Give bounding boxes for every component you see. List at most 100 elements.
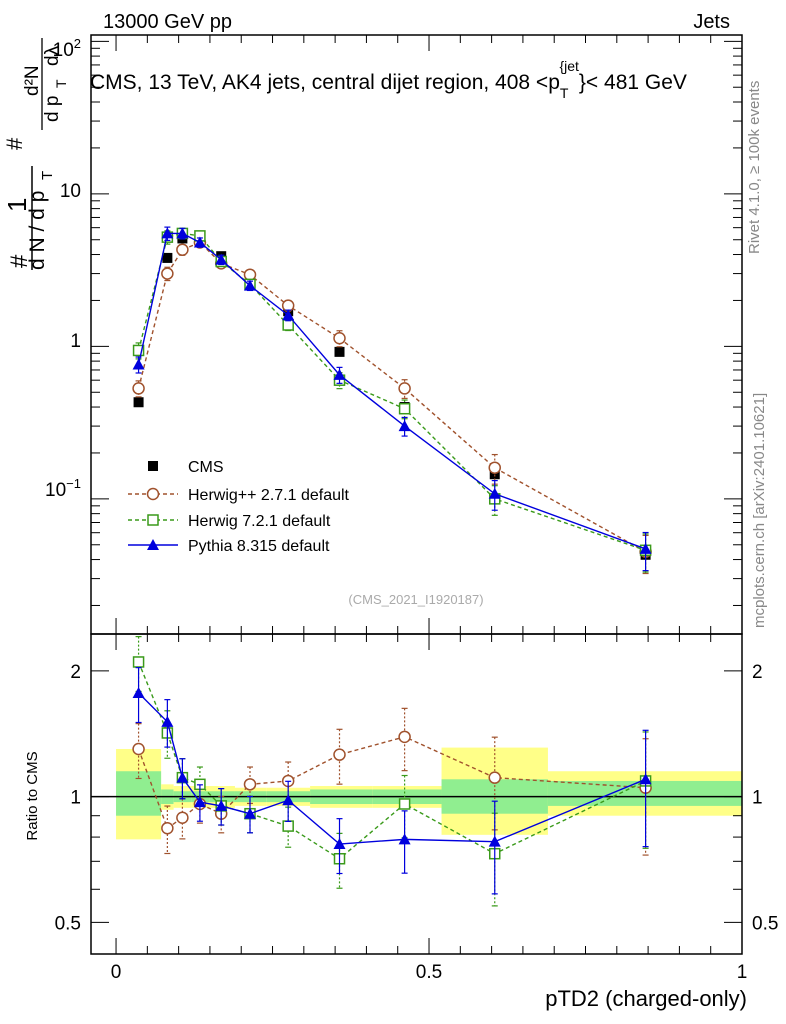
y-tick-label-0.1: 10−1 [45,476,81,501]
legend-item: Herwig++ 2.7.1 default [128,487,350,504]
ratio-plot-content [132,636,652,907]
ratio-point [282,820,294,832]
ratio-y-tick-label: 2 [70,662,81,683]
x-axis-label: pTD2 (charged-only) [545,986,747,1011]
data-point [333,332,346,345]
data-point [489,469,500,480]
ratio-y-tick-label-right: 0.5 [752,913,778,934]
ratio-point [639,773,652,785]
legend-label: Pythia 8.315 default [188,538,330,555]
data-point [133,397,144,408]
y-tick-label-100: 102 [53,36,81,61]
series-line [137,241,646,553]
data-point [161,267,174,280]
ratio-point [132,656,145,668]
ratio-point [333,838,346,850]
energy-label: 13000 GeV pp [103,11,232,33]
ratio-point [161,715,174,727]
legend-label: Herwig 7.2.1 default [188,513,331,530]
data-point [398,382,411,395]
ratio-line [138,692,646,845]
ratio-series-pythia-8-315-default [132,667,652,895]
ratio-point [215,799,228,811]
data-point [132,382,145,395]
ratio-point [161,821,174,835]
ratio-point [398,798,411,810]
legend-marker [147,514,159,526]
legend-marker [148,461,158,471]
data-point [488,487,501,499]
ratio-point [243,778,257,791]
legend-label: Herwig++ 2.7.1 default [188,487,350,504]
chart-title: CMS, 13 TeV, AK4 jets, central dijet reg… [90,58,687,101]
analysis-tag: Jets [693,11,730,33]
svg-text:dλ: dλ [42,45,63,66]
analysis-id-watermark: (CMS_2021_I1920187) [348,592,483,607]
data-point [243,279,256,291]
ratio-point [398,730,411,744]
ratio-y-axis-label: Ratio to CMS [24,751,41,840]
svg-text:1: 1 [2,198,32,212]
ratio-point [333,748,346,761]
ratio-y-tick-label-right: 1 [752,788,763,809]
legend-label: CMS [188,459,224,476]
ratio-point [132,686,145,698]
data-point [282,319,294,331]
legend-item: CMS [148,459,224,476]
svg-text:d p: d p [42,96,63,122]
ratio-tick-labels: 0.5 0.5 1 1 2 2 0 0.5 1 [55,662,779,983]
ratio-point [176,771,189,783]
legend-marker [146,487,160,501]
svg-text:d N / d p: d N / d p [26,191,49,270]
y-tick-label-1: 1 [70,331,81,352]
rivet-version-label: Rivet 4.1.0, ≥ 100k events [746,81,763,254]
data-point [333,368,346,380]
x-tick-label: 0.5 [416,962,442,983]
ratio-line [137,661,646,860]
ratio-point [488,771,501,784]
data-point [132,358,145,370]
data-point [193,236,206,248]
svg-text:T: T [39,171,56,180]
ratio-plot-frame [90,633,743,955]
ratio-point [243,807,256,819]
data-point [398,402,411,415]
ratio-point [488,835,501,847]
ratio-y-tick-label: 0.5 [55,913,81,934]
main-y-axis-label: # 1 d N / d p T # d²N d p T dλ [2,38,69,270]
data-point [132,344,145,357]
data-point [243,268,257,281]
series-pythia-8-315-default [132,226,652,572]
data-point [162,252,173,263]
data-point [334,346,345,357]
svg-text:#: # [6,254,33,268]
data-point [488,461,501,474]
source-label: mcplots.cern.ch [arXiv:2401.10621] [751,393,768,628]
data-point [639,542,652,554]
svg-text:d²N: d²N [22,65,43,96]
x-tick-label: 0 [111,962,122,983]
svg-text:T: T [53,79,69,88]
main-plot-content [132,226,652,575]
data-point [176,227,189,239]
data-point [398,420,411,432]
ratio-point [398,833,411,845]
ratio-y-tick-label-right: 2 [752,662,763,683]
legend: CMS Herwig++ 2.7.1 default Herwig 7.2.1 de… [128,459,350,555]
legend-item: Herwig 7.2.1 default [128,513,331,530]
data-point [215,253,228,265]
legend-marker [147,539,159,550]
data-point [161,227,174,239]
legend-item: Pythia 8.315 default [128,538,330,555]
y-tick-label-10: 10 [60,181,81,202]
ratio-point [282,794,295,806]
series-cms [133,233,651,560]
ratio-point [193,796,206,808]
ratio-point [176,811,189,824]
main-plot-panel: 102 10 1 10−1 CMS, 13 TeV, AK4 jets, cen… [45,34,743,635]
data-point [282,309,295,321]
main-y-tick-labels: 102 10 1 10−1 [45,36,81,501]
svg-text:#: # [2,137,27,150]
ratio-point [132,742,145,756]
